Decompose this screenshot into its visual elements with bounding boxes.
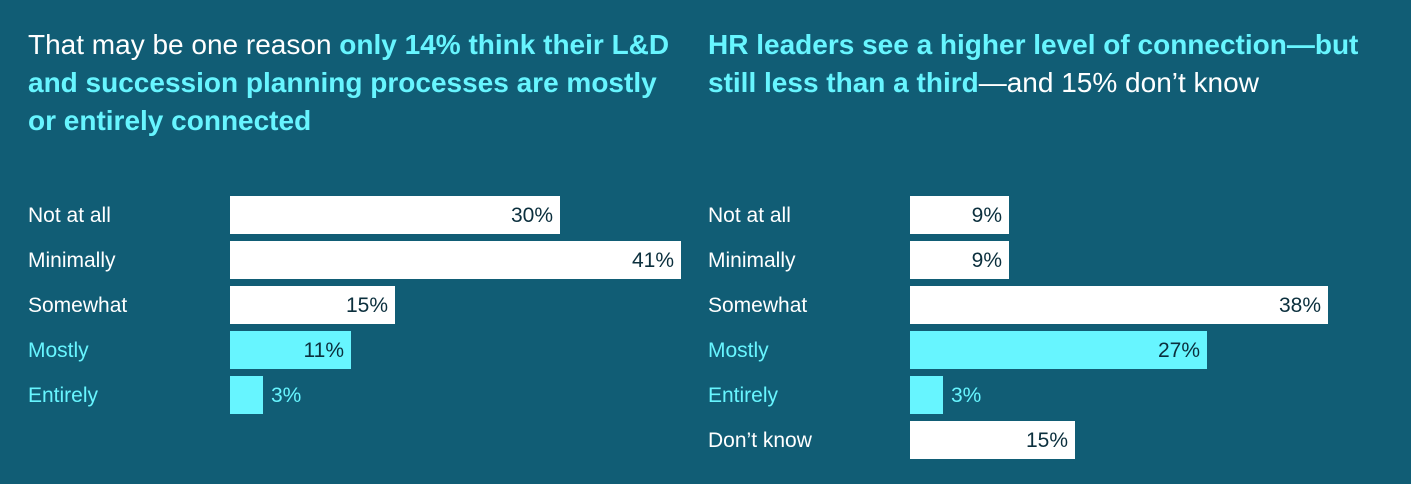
bar-right-4 [910, 376, 943, 414]
bar-left-0 [230, 196, 560, 234]
value-label-right-0: 9% [972, 204, 1002, 227]
category-label-right-5: Don’t know [708, 429, 813, 452]
chart-title-right-part-1: —and 15% don’t know [978, 67, 1259, 98]
value-label-left-4: 3% [271, 384, 301, 407]
category-label-right-0: Not at all [708, 204, 791, 227]
bar-right-5 [910, 421, 1075, 459]
value-label-left-1: 41% [632, 249, 674, 272]
bar-right-2 [910, 286, 1328, 324]
value-label-right-1: 9% [972, 249, 1002, 272]
value-label-right-2: 38% [1279, 294, 1321, 317]
value-label-right-4: 3% [951, 384, 981, 407]
value-label-right-5: 15% [1026, 429, 1068, 452]
bar-left-2 [230, 286, 395, 324]
chart-title-right: HR leaders see a higher level of connect… [708, 26, 1368, 102]
chart-title-left-part-0: That may be one reason [28, 29, 340, 60]
chart-title-left: That may be one reason only 14% think th… [28, 26, 688, 140]
chart-title-right-part-0: HR leaders see a higher level of connect… [708, 29, 1359, 98]
bar-right-3 [910, 331, 1207, 369]
category-label-right-2: Somewhat [708, 294, 807, 317]
bar-left-1 [230, 241, 681, 279]
value-label-right-3: 27% [1158, 339, 1200, 362]
chart-panel-right: HR leaders see a higher level of connect… [680, 0, 1411, 484]
value-label-left-2: 15% [346, 294, 388, 317]
category-label-left-0: Not at all [28, 204, 111, 227]
category-label-left-2: Somewhat [28, 294, 127, 317]
bar-left-4 [230, 376, 263, 414]
value-label-left-3: 11% [304, 339, 344, 362]
category-label-left-3: Mostly [28, 339, 89, 362]
bar-chart-left: Not at all 30% Minimally 41% Somewhat 15% Most… [28, 196, 681, 414]
category-label-left-1: Minimally [28, 249, 116, 272]
chart-panel-left: That may be one reason only 14% think th… [0, 0, 700, 484]
chart-title-left-part-1: only 14% think their L&D and succession … [28, 29, 670, 136]
category-label-right-4: Entirely [708, 384, 779, 407]
bar-left-3 [230, 331, 351, 369]
category-label-right-1: Minimally [708, 249, 796, 272]
value-label-left-0: 30% [511, 204, 553, 227]
bar-right-1 [910, 241, 1009, 279]
bar-right-0 [910, 196, 1009, 234]
category-label-left-4: Entirely [28, 384, 99, 407]
bar-chart-right: Not at all 9% Minimally 9% Somewhat 38% Mostly… [708, 196, 1328, 459]
category-label-right-3: Mostly [708, 339, 769, 362]
